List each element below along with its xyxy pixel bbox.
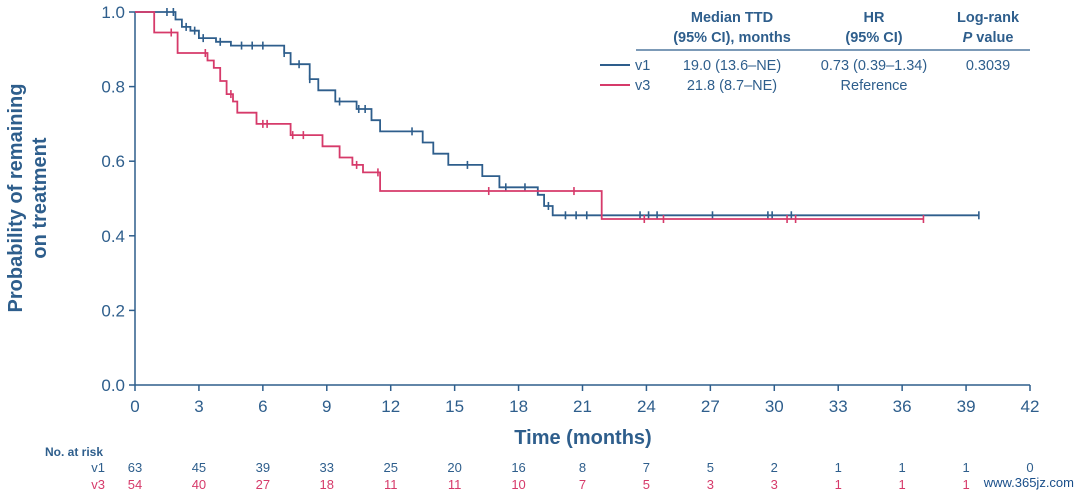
legend-header-median-1: Median TTD <box>691 10 773 26</box>
logrank-value-word: value <box>972 30 1013 46</box>
risk-count-v1: 0 <box>1026 460 1033 475</box>
x-tick-label: 9 <box>322 397 331 416</box>
risk-count-v1: 7 <box>643 460 650 475</box>
y-tick-label: 0.6 <box>101 152 125 171</box>
y-ticks: 0.0 0.2 0.4 0.6 0.8 1.0 <box>101 3 135 395</box>
risk-count-v1: 16 <box>511 460 525 475</box>
risk-count-v3: 54 <box>128 477 142 492</box>
x-tick-label: 24 <box>637 397 656 416</box>
y-tick-label: 0.4 <box>101 227 125 246</box>
risk-count-v3: 3 <box>771 477 778 492</box>
legend-header-logrank-1: Log-rank <box>957 10 1020 26</box>
legend-header-hr-2: (95% CI) <box>845 30 902 46</box>
y-axis-title-line-1: Probability of remaining <box>5 84 27 313</box>
x-tick-label: 30 <box>765 397 784 416</box>
risk-count-v3: 27 <box>256 477 270 492</box>
risk-count-v1: 1 <box>899 460 906 475</box>
y-tick-label: 0.8 <box>101 78 125 97</box>
watermark: www.365jz.com <box>983 475 1074 490</box>
x-tick-label: 12 <box>381 397 400 416</box>
curve-v3 <box>135 11 924 220</box>
risk-count-v1: 20 <box>447 460 461 475</box>
legend: Median TTD (95% CI), months HR (95% CI) … <box>600 10 1030 94</box>
risk-count-v3: 5 <box>643 477 650 492</box>
risk-count-v3: 11 <box>384 477 398 492</box>
x-tick-label: 15 <box>445 397 464 416</box>
legend-hr-v3: Reference <box>841 78 908 94</box>
legend-label-v1: v1 <box>635 58 650 74</box>
y-tick-label: 0.0 <box>101 376 125 395</box>
risk-row-label-v3: v3 <box>91 477 105 492</box>
risk-count-v1: 1 <box>835 460 842 475</box>
logrank-p-italic: P <box>963 30 973 46</box>
risk-table-title: No. at risk <box>45 445 103 459</box>
curve-v1 <box>135 11 979 217</box>
risk-count-v1: 45 <box>192 460 206 475</box>
risk-count-v3: 40 <box>192 477 206 492</box>
y-tick-label: 1.0 <box>101 3 125 22</box>
x-ticks: 0 3 6 9 12 15 18 21 24 27 30 33 36 39 42 <box>130 385 1039 416</box>
x-tick-label: 6 <box>258 397 267 416</box>
x-axis-title: Time (months) <box>514 427 651 449</box>
risk-count-v1: 2 <box>771 460 778 475</box>
legend-label-v3: v3 <box>635 78 650 94</box>
x-tick-label: 42 <box>1021 397 1040 416</box>
risk-count-v3: 18 <box>320 477 334 492</box>
legend-median-v3: 21.8 (8.7–NE) <box>687 78 777 94</box>
x-tick-label: 33 <box>829 397 848 416</box>
risk-count-v1: 39 <box>256 460 270 475</box>
x-tick-label: 21 <box>573 397 592 416</box>
x-tick-label: 39 <box>957 397 976 416</box>
legend-header-median-2: (95% CI), months <box>673 30 791 46</box>
risk-count-v3: 7 <box>579 477 586 492</box>
risk-count-v1: 1 <box>962 460 969 475</box>
x-tick-label: 0 <box>130 397 139 416</box>
risk-count-v3: 11 <box>448 477 462 492</box>
risk-table: 63 45 39 33 25 20 16 8 7 5 2 1 1 1 054 40 27 18 11 11 10 7 5 3 3… <box>128 460 1034 492</box>
x-tick-label: 36 <box>893 397 912 416</box>
legend-median-v1: 19.0 (13.6–NE) <box>683 58 781 74</box>
risk-count-v1: 5 <box>707 460 714 475</box>
x-tick-label: 3 <box>194 397 203 416</box>
risk-count-v3: 1 <box>835 477 842 492</box>
risk-count-v1: 33 <box>320 460 334 475</box>
survival-curves <box>135 8 980 224</box>
y-axis-title-line-2: on treatment <box>29 137 51 258</box>
risk-count-v1: 63 <box>128 460 142 475</box>
x-tick-label: 27 <box>701 397 720 416</box>
legend-hr-v1: 0.73 (0.39–1.34) <box>821 58 927 74</box>
y-axis-title: Probability of remaining on treatment <box>5 84 51 313</box>
legend-header-logrank-2: P value <box>963 30 1014 46</box>
risk-count-v3: 1 <box>962 477 969 492</box>
legend-pvalue-v1: 0.3039 <box>966 58 1010 74</box>
legend-header-hr-1: HR <box>864 10 885 26</box>
risk-count-v3: 10 <box>511 477 525 492</box>
risk-count-v3: 3 <box>707 477 714 492</box>
risk-row-label-v1: v1 <box>91 460 105 475</box>
y-tick-label: 0.2 <box>101 301 125 320</box>
risk-count-v1: 25 <box>383 460 397 475</box>
risk-count-v1: 8 <box>579 460 586 475</box>
risk-count-v3: 1 <box>899 477 906 492</box>
x-tick-label: 18 <box>509 397 528 416</box>
